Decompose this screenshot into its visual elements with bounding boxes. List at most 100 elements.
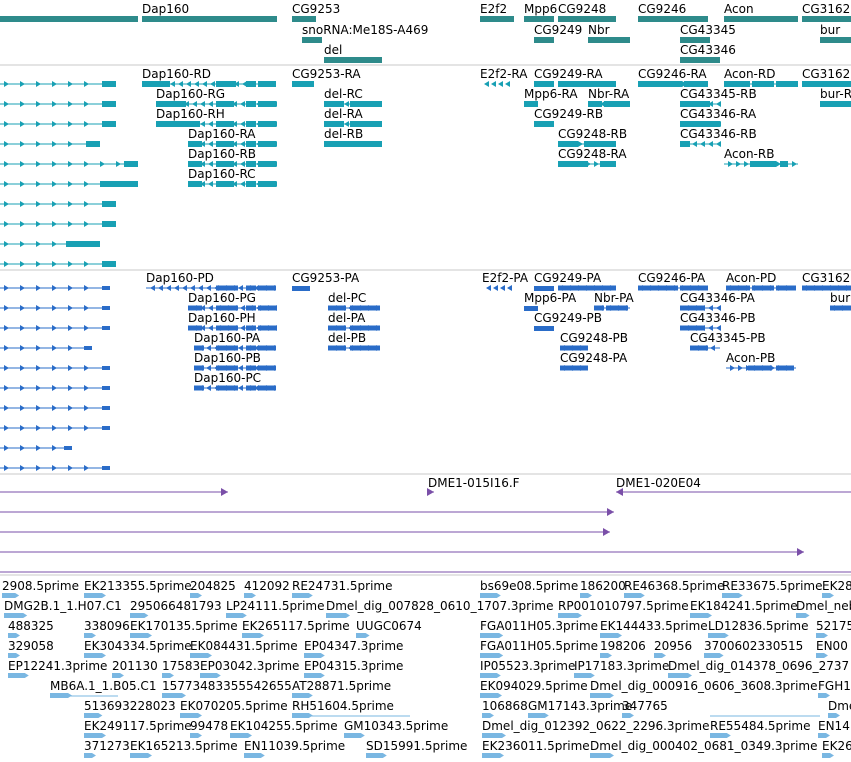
protein-label[interactable]: Mpp6-PA [524, 291, 577, 305]
exon-block[interactable] [680, 325, 704, 331]
exon-block[interactable] [258, 101, 276, 107]
est-label[interactable]: GM10343.5prime [344, 719, 448, 733]
gene-bar[interactable] [324, 57, 382, 63]
est-label[interactable]: GM17143.3prime [528, 699, 632, 713]
gene-label[interactable]: CG43345 [680, 23, 736, 37]
est-label[interactable]: Dmel_dig_007828_0610_1707.3prime [326, 599, 554, 613]
exon-block[interactable] [606, 305, 628, 311]
exon-block[interactable] [216, 141, 234, 147]
est-feature-icon[interactable] [180, 713, 202, 718]
gene-bar[interactable] [680, 57, 720, 63]
exon-block[interactable] [524, 306, 538, 311]
est-label[interactable]: 488325 [8, 619, 54, 633]
est-feature-icon[interactable] [84, 713, 103, 718]
exon-block[interactable] [142, 81, 170, 87]
protein-label[interactable]: CG43346-PB [680, 311, 756, 325]
est-label[interactable]: EK213355.5prime [84, 579, 192, 593]
exon-block[interactable] [350, 305, 380, 311]
est-label[interactable]: 2908.5prime [2, 579, 79, 593]
est-feature-icon[interactable] [84, 733, 106, 738]
gene-bar-left[interactable] [0, 16, 138, 22]
exon-block[interactable] [246, 345, 256, 351]
est-label[interactable]: Dme [828, 699, 851, 713]
protein-label[interactable]: CG43345-PB [690, 331, 766, 345]
exon-block[interactable] [258, 141, 276, 147]
transcript-label[interactable]: CG9248-RB [558, 127, 627, 141]
exon-block[interactable] [102, 286, 110, 290]
exon-block[interactable] [776, 285, 796, 291]
gene-label[interactable]: bur [820, 23, 840, 37]
exon-block[interactable] [534, 81, 554, 87]
protein-label[interactable]: Nbr-PA [594, 291, 635, 305]
est-feature-icon[interactable] [624, 593, 645, 598]
exon-block[interactable] [102, 406, 110, 410]
exon-block[interactable] [680, 305, 704, 311]
est-feature-icon[interactable] [704, 653, 724, 658]
exon-block[interactable] [350, 345, 380, 351]
est-feature-icon[interactable] [200, 673, 221, 678]
est-label[interactable]: EK26 [822, 739, 851, 753]
exon-block[interactable] [246, 121, 256, 127]
est-label[interactable]: bs69e08.5prime [480, 579, 578, 593]
est-label[interactable]: EK070205.5prime [180, 699, 288, 713]
est-label[interactable]: EK249117.5prime [84, 719, 192, 733]
exon-block[interactable] [680, 141, 690, 147]
gene-bar[interactable] [302, 37, 322, 43]
exon-block[interactable] [86, 141, 100, 147]
exon-block[interactable] [776, 365, 794, 371]
est-feature-icon[interactable] [482, 733, 506, 738]
est-feature-icon[interactable] [4, 613, 28, 618]
exon-block[interactable] [216, 385, 238, 391]
gene-bar[interactable] [680, 37, 710, 43]
exon-block[interactable] [258, 161, 276, 167]
exon-block[interactable] [328, 345, 346, 351]
transcript-label[interactable]: del-RB [324, 127, 363, 141]
exon-block[interactable] [594, 305, 604, 311]
est-label[interactable]: EP04347.3prime [304, 639, 403, 653]
est-feature-icon[interactable] [528, 713, 549, 718]
gene-bar[interactable] [558, 16, 616, 22]
est-feature-icon[interactable] [668, 673, 692, 678]
est-feature-icon[interactable] [244, 593, 256, 598]
exon-block[interactable] [258, 325, 276, 331]
exon-block[interactable] [102, 261, 116, 267]
est-label[interactable]: 371273 [84, 739, 130, 753]
est-feature-icon[interactable] [480, 593, 501, 598]
gene-label[interactable]: Nbr [588, 23, 610, 37]
exon-block[interactable] [802, 81, 851, 87]
est-label[interactable]: DMG2B.1_1.H07.C1 [4, 599, 122, 613]
est-feature-icon[interactable] [558, 613, 582, 618]
est-label[interactable]: 106868 [482, 699, 528, 713]
gene-label[interactable]: E2f2 [480, 2, 507, 16]
transcript-label[interactable]: CG9246-RA [638, 67, 707, 81]
exon-block[interactable] [216, 345, 238, 351]
exon-block[interactable] [102, 366, 110, 370]
protein-label[interactable]: CG9253-PA [292, 271, 360, 285]
est-feature-icon[interactable] [130, 613, 149, 618]
exon-block[interactable] [558, 141, 578, 147]
est-feature-icon[interactable] [816, 633, 828, 638]
est-label[interactable]: LP24111.5prime [226, 599, 325, 613]
exon-block[interactable] [102, 426, 110, 430]
est-label[interactable]: SD15991.5prime [366, 739, 467, 753]
exon-block[interactable] [350, 121, 382, 127]
exon-block[interactable] [194, 345, 204, 351]
exon-block[interactable] [726, 285, 750, 291]
exon-block[interactable] [84, 346, 92, 350]
est-feature-icon[interactable] [580, 593, 592, 598]
exon-block[interactable] [102, 306, 110, 310]
est-feature-icon[interactable] [292, 713, 313, 718]
protein-label[interactable]: CG9249-PB [534, 311, 602, 325]
exon-block[interactable] [188, 181, 202, 187]
transcript-label[interactable]: Dap160-RD [142, 67, 211, 81]
est-feature-icon[interactable] [84, 633, 96, 638]
est-label[interactable]: UUGC0674 [356, 619, 422, 633]
protein-label[interactable]: CG3162 [802, 271, 850, 285]
exon-block[interactable] [188, 305, 202, 311]
transcript-label[interactable]: CG9248-RA [558, 147, 627, 161]
transcript-label[interactable]: Dap160-RB [188, 147, 256, 161]
transcript-label[interactable]: CG3162 [802, 67, 850, 81]
exon-block[interactable] [638, 285, 678, 291]
exon-block[interactable] [258, 365, 276, 371]
est-feature-icon[interactable] [822, 753, 834, 758]
